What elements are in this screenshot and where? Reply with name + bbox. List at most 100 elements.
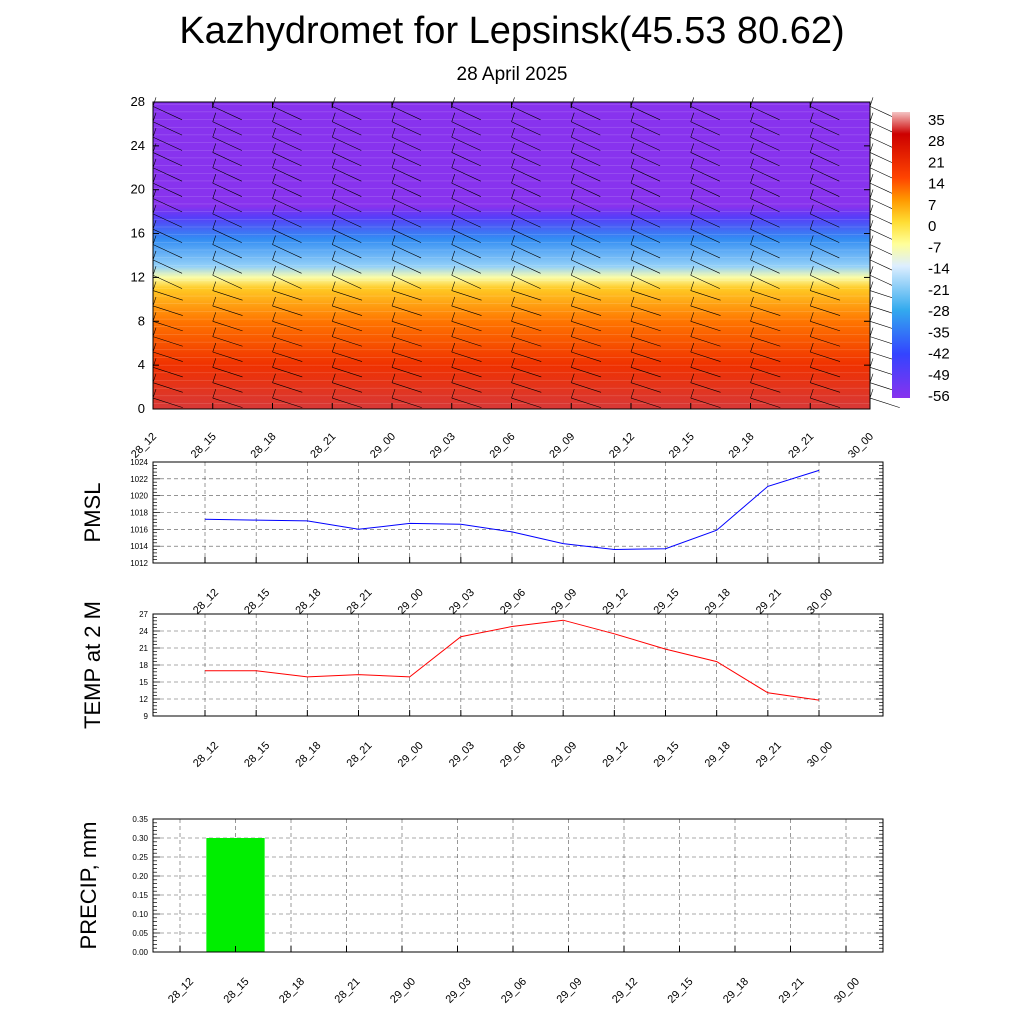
wind-barb [391,182,422,197]
y-axis-label: TEMP at 2 M [80,601,105,729]
x-tick-label: 29_03 [428,431,458,461]
wind-barb [690,321,721,332]
wind-barb-feather [511,220,515,230]
y-tick-label: 4 [138,357,145,372]
wind-barb [511,367,542,378]
wind-barb [810,351,841,362]
wind-barb-feather [809,174,814,184]
wind-barb-feather [451,342,456,353]
wind-barb [272,397,303,408]
wind-barb [571,152,601,167]
wind-barb [630,367,661,378]
wind-barb-feather [690,358,695,368]
wind-barb-feather [451,296,456,307]
wind-barb [272,167,302,182]
wind-barb [212,121,242,136]
wind-barb [212,106,242,121]
wind-barb [391,351,422,362]
wind-barb [571,259,601,274]
wind-barb-feather [750,174,754,184]
wind-barb [810,121,840,136]
wind-barb-feather [272,388,276,399]
wind-barb [630,397,661,408]
wind-barb [451,336,482,347]
wind-barb [750,351,781,362]
wind-barb [810,244,840,259]
x-tick-label: 29_12 [600,740,630,770]
wind-barb-feather [570,327,575,337]
wind-barb-feather [511,358,515,368]
wind-barb [750,198,780,213]
x-tick-label: 28_18 [249,431,279,461]
wind-barb [690,290,721,301]
wind-barb [451,397,482,408]
wind-barb-feather [511,204,515,214]
wind-barb [391,259,422,274]
wind-barb [690,336,721,347]
y-tick-label: 0.10 [132,910,148,919]
x-tick-label: 29_21 [754,740,784,770]
x-tick-label: 30_00 [805,740,835,770]
wind-barb [750,259,780,274]
x-tick-label: 29_12 [610,976,640,1006]
wind-barb [272,152,302,167]
wind-barb [152,152,183,167]
wind-barb-feather [331,266,336,276]
wind-barb [690,351,721,362]
wind-barb [750,244,780,259]
wind-barb-feather [570,143,575,153]
wind-barb [391,397,422,408]
wind-barb [332,244,362,259]
y-tick-label: 1018 [130,509,148,518]
wind-barb [690,182,720,197]
wind-barb-feather [391,296,396,307]
wind-barb-feather [690,127,695,138]
y-tick-label: 8 [138,313,145,328]
x-tick-label: 30_00 [832,976,862,1006]
wind-barb-feather [331,296,336,307]
wind-barb-feather [750,358,754,368]
wind-barb-feather [630,281,635,291]
wind-barb-feather [331,143,336,153]
wind-barb [332,152,362,167]
wind-barb [630,259,661,274]
wind-barb-feather [750,296,754,307]
wind-barb [391,152,422,167]
wind-barb [511,274,541,289]
wind-barb [451,106,481,121]
wind-barb-feather [391,358,396,368]
wind-barb [152,244,183,259]
wind-barb [750,274,780,289]
wind-barb-feather [451,143,456,153]
chart-title: Kazhydromet for Lepsinsk(45.53 80.62) [179,10,845,52]
wind-barb [810,305,841,316]
wind-barb-feather [272,127,276,138]
wind-barb-feather [511,235,515,245]
wind-barb [810,152,840,167]
wind-barb [212,167,242,182]
wind-barb [152,182,183,197]
colorbar-label: 14 [928,176,945,193]
colorbar-label: 35 [928,112,945,129]
wind-barb [391,382,422,393]
wind-barb-feather [630,266,635,276]
wind-barb [332,290,363,301]
wind-barb [511,351,542,362]
colorbar-label: -21 [928,282,950,299]
wind-barb-feather [272,312,276,322]
x-tick-label: 29_12 [600,587,630,617]
wind-barb-feather [809,266,814,276]
wind-barb [511,182,541,197]
wind-barb-feather [750,388,754,399]
wind-barb-feather [630,220,635,230]
wind-barb [212,321,243,332]
y-tick-label: 9 [144,712,149,721]
wind-barb-feather [630,127,635,138]
wind-barb [571,106,601,121]
x-tick-label: 28_21 [345,587,375,617]
wind-barb [511,382,542,393]
wind-barb-feather [331,220,336,230]
wind-barb-feather [212,266,217,276]
wind-barb-feather [451,204,456,214]
wind-barb-feather [212,174,217,184]
